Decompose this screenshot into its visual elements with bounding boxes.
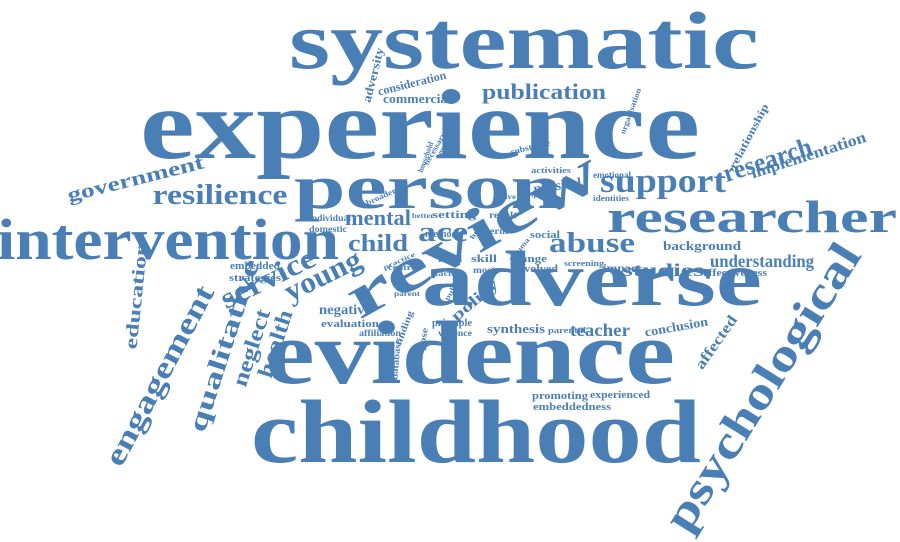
word-mental: mental: [345, 205, 411, 230]
word-term: term: [486, 226, 509, 236]
word-domestic: domestic: [309, 224, 347, 234]
word-violence: violence: [438, 328, 472, 338]
word-impact: impact: [603, 261, 641, 275]
word-most: most: [473, 265, 495, 275]
word-identities: identities: [593, 194, 629, 203]
word-activities: activities: [531, 166, 571, 175]
word-teacher: teacher: [570, 320, 630, 340]
word-negative: negative: [319, 303, 371, 318]
word-parental: parental: [548, 326, 587, 335]
word-background: background: [663, 238, 742, 253]
word-studies: studies: [622, 260, 704, 280]
word-emotional: emotional: [593, 170, 631, 180]
word-better: better: [412, 212, 434, 220]
word-abuse: abuse: [549, 228, 635, 259]
word-embeddedness: embeddedness: [533, 401, 612, 413]
word-active: active: [494, 193, 516, 201]
word-resilience: resilience: [153, 180, 288, 211]
word-involved: involved: [514, 263, 558, 275]
word-evidence: evidence: [265, 304, 675, 403]
word-principle: principle: [432, 318, 473, 329]
word-screening: screening: [564, 259, 604, 268]
word-parent: parent: [394, 290, 421, 298]
word-result: result: [489, 210, 517, 220]
word-social: social: [530, 230, 560, 241]
word-systematic: systematic: [289, 0, 759, 86]
word-range: range: [515, 254, 548, 265]
word-method: method: [425, 229, 457, 240]
word-support: support: [600, 163, 727, 200]
word-intervention: intervention: [0, 207, 339, 272]
word-commercial: commercial: [383, 91, 451, 106]
word-setting: setting: [432, 209, 477, 221]
word-centre: centre: [388, 263, 417, 272]
word-child: child: [348, 231, 409, 257]
word-experience: experience: [140, 69, 700, 180]
word-factor: factor: [435, 269, 462, 278]
word-synthesis: synthesis: [487, 321, 545, 336]
word-ace: ace: [418, 217, 468, 248]
word-quality: quality: [531, 193, 557, 199]
word-database: database: [389, 339, 402, 380]
word-adverse: adverse: [422, 235, 762, 322]
word-childhood: childhood: [251, 383, 701, 482]
word-skill: skill: [471, 253, 497, 265]
word-need: need: [438, 254, 463, 265]
word-physical: physical: [533, 176, 583, 198]
word-researcher: researcher: [607, 191, 897, 242]
word-individual: individual: [309, 213, 352, 223]
word-strategies: strategies: [229, 273, 281, 284]
word-effectiveness: effectiveness: [703, 268, 767, 279]
word-person: person: [294, 154, 562, 222]
word-experienced: experienced: [590, 389, 650, 401]
word-publication: publication: [482, 79, 606, 104]
word-promoting: promoting: [532, 390, 589, 402]
word-affiliation: affiliation: [359, 328, 401, 338]
word-evaluation: evaluation: [321, 318, 379, 330]
word-embedded: embedded: [230, 260, 280, 272]
word-understanding: understanding: [710, 251, 814, 271]
